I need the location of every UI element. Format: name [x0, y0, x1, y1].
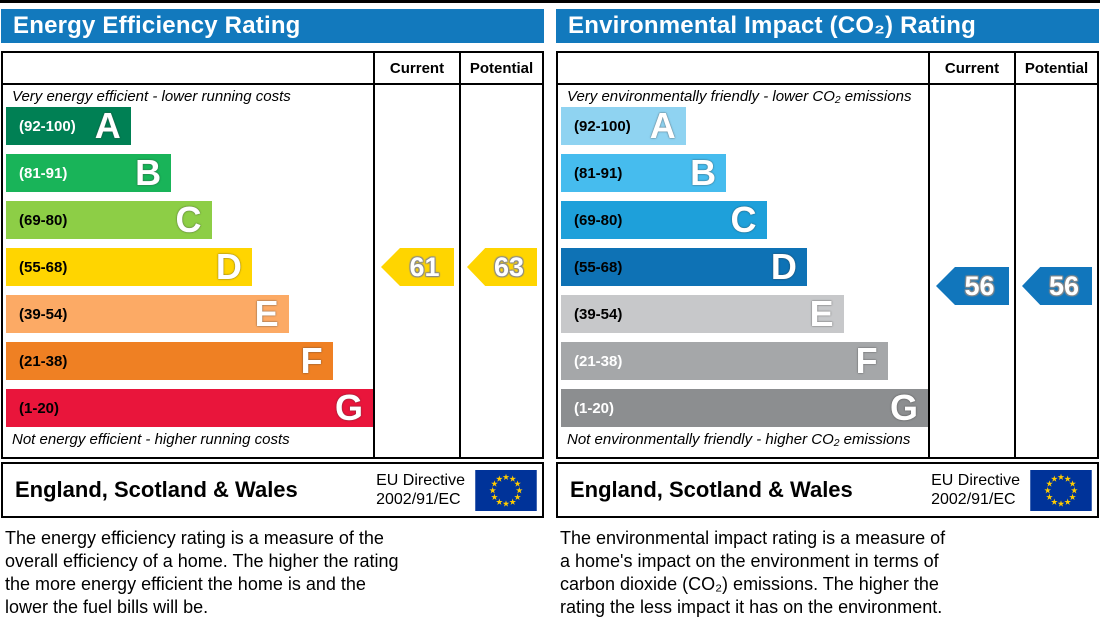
band-range: (39-54) — [574, 305, 623, 323]
current-column-header: Current — [373, 53, 459, 85]
band-a: (92-100) A — [6, 107, 131, 145]
band-letter: C — [175, 199, 202, 240]
band-letter: A — [649, 105, 676, 146]
energy-bands-column: Very energy efficient - lower running co… — [3, 85, 373, 457]
band-letter: D — [215, 246, 242, 287]
band-range: (81-91) — [19, 164, 68, 182]
bottom-caption: Not energy efficient - higher running co… — [12, 431, 290, 448]
eu-flag-icon — [1030, 469, 1092, 511]
band-range: (92-100) — [574, 117, 631, 135]
potential-rating-value: 56 — [1048, 270, 1080, 301]
region-label: England, Scotland & Wales — [570, 477, 853, 502]
band-letter: D — [770, 246, 797, 287]
band-range: (81-91) — [574, 164, 623, 182]
current-rating-value: 56 — [964, 270, 995, 301]
band-letter: F — [300, 340, 323, 381]
environmental-chart-footer: England, Scotland & Wales EU Directive 2… — [556, 462, 1099, 518]
band-range: (1-20) — [574, 399, 615, 417]
current-value-column: 61 — [373, 85, 459, 457]
potential-rating-value: 63 — [493, 251, 525, 282]
current-rating-value: 61 — [409, 251, 440, 282]
band-range: (1-20) — [19, 399, 60, 417]
current-rating-arrow: 61 — [381, 248, 454, 286]
current-rating-arrow: 56 — [936, 267, 1009, 305]
table-corner-cell — [558, 53, 928, 85]
band-g: (1-20) G — [561, 389, 928, 427]
band-range: (21-38) — [19, 352, 68, 370]
top-divider-line — [0, 0, 1100, 3]
band-range: (39-54) — [19, 305, 68, 323]
band-g: (1-20) G — [6, 389, 373, 427]
potential-column-header: Potential — [1014, 53, 1097, 85]
potential-value-column: 56 — [1014, 85, 1097, 457]
band-letter: E — [809, 293, 834, 334]
rating-bands: (92-100) A (81-91) B (69-80) C (55-68) D (39… — [6, 107, 373, 427]
band-d: (55-68) D — [561, 248, 807, 286]
environmental-bands-column: Very environmentally friendly - lower CO… — [558, 85, 928, 457]
band-range: (92-100) — [19, 117, 76, 135]
band-letter: E — [254, 293, 279, 334]
current-column-header: Current — [928, 53, 1014, 85]
band-letter: C — [730, 199, 757, 240]
top-caption: Very energy efficient - lower running co… — [12, 88, 291, 105]
energy-rating-chart: Current Potential Very energy efficient … — [1, 51, 544, 459]
band-e: (39-54) E — [561, 295, 844, 333]
top-caption: Very environmentally friendly - lower CO… — [567, 88, 912, 105]
energy-efficiency-panel: Energy Efficiency Rating Current Potenti… — [1, 9, 544, 619]
band-letter: A — [94, 105, 121, 146]
band-letter: B — [135, 152, 162, 193]
band-letter: B — [690, 152, 717, 193]
band-letter: F — [855, 340, 878, 381]
band-c: (69-80) C — [561, 201, 767, 239]
potential-rating-arrow: 56 — [1022, 267, 1092, 305]
band-range: (69-80) — [574, 211, 623, 229]
band-range: (55-68) — [19, 258, 68, 276]
band-e: (39-54) E — [6, 295, 289, 333]
potential-value-column: 63 — [459, 85, 542, 457]
band-range: (55-68) — [574, 258, 623, 276]
epc-rating-charts: Energy Efficiency Rating Current Potenti… — [0, 9, 1100, 619]
eu-flag-icon — [475, 469, 537, 511]
eu-directive-label: EU Directive 2002/91/EC — [376, 472, 465, 508]
band-letter: G — [889, 387, 918, 428]
band-a: (92-100) A — [561, 107, 686, 145]
band-range: (69-80) — [19, 211, 68, 229]
band-f: (21-38) F — [6, 342, 333, 380]
region-label: England, Scotland & Wales — [15, 477, 298, 502]
band-range: (21-38) — [574, 352, 623, 370]
environmental-rating-chart: Current Potential Very environmentally f… — [556, 51, 1099, 459]
band-c: (69-80) C — [6, 201, 212, 239]
rating-bands: (92-100) A (81-91) B (69-80) C (55-68) D (39… — [561, 107, 928, 427]
potential-rating-arrow: 63 — [467, 248, 537, 286]
energy-description: The energy efficiency rating is a measur… — [5, 528, 399, 617]
band-d: (55-68) D — [6, 248, 252, 286]
environmental-impact-panel: Environmental Impact (CO₂) Rating Curren… — [556, 9, 1099, 619]
band-b: (81-91) B — [6, 152, 172, 193]
bottom-caption: Not environmentally friendly - higher CO… — [567, 431, 911, 448]
energy-chart-footer: England, Scotland & Wales EU Directive 2… — [1, 462, 544, 518]
energy-panel-title: Energy Efficiency Rating — [1, 9, 544, 43]
band-f: (21-38) F — [561, 342, 888, 380]
environmental-description: The environmental impact rating is a mea… — [560, 528, 946, 617]
eu-directive-label: EU Directive 2002/91/EC — [931, 472, 1020, 508]
potential-column-header: Potential — [459, 53, 542, 85]
table-corner-cell — [3, 53, 373, 85]
environmental-panel-title: Environmental Impact (CO₂) Rating — [556, 9, 1099, 43]
band-letter: G — [334, 387, 363, 428]
current-value-column: 56 — [928, 85, 1014, 457]
band-b: (81-91) B — [561, 152, 727, 193]
